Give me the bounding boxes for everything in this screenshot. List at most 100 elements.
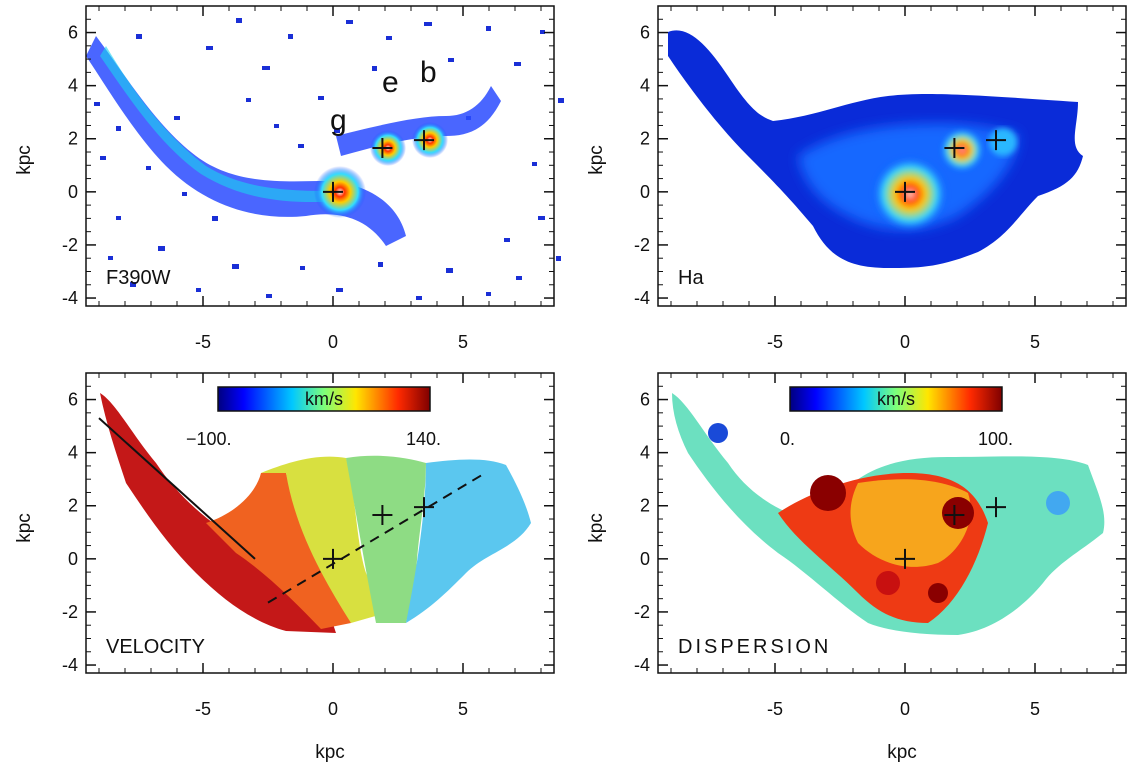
x-tick-label: -5 (195, 332, 211, 352)
ha-knot-3 (989, 128, 1017, 156)
y-tick-label: 6 (68, 390, 78, 410)
dispersion-colorbar-max: 100. (978, 429, 1013, 449)
dispersion-hot-2 (942, 497, 974, 529)
y-tick-label: 0 (640, 549, 650, 569)
dispersion-colorbar-min: 0. (780, 429, 795, 449)
ha-image (668, 30, 1083, 269)
panel-4-xlabel: kpc (887, 742, 917, 763)
knot-label-g: g (330, 104, 347, 137)
y-tick-label: -2 (634, 602, 650, 622)
dispersion-colorbar: km/s 0. 100. (780, 386, 1013, 449)
ha-axes: -4 -2 0 2 4 6 -5 0 5 (634, 5, 1127, 352)
velocity-region-cyan (406, 459, 531, 623)
velocity-colorbar: km/s −100. 140. (186, 386, 441, 449)
x-tick-label: 5 (458, 699, 468, 719)
velocity-region-yellow (261, 456, 386, 623)
panel-dispersion: -4 -2 0 2 4 6 -5 0 5 km/s 0. 100. DISPERSION (634, 372, 1127, 719)
y-tick-label: -4 (62, 655, 78, 675)
ha-panel-label: Ha (678, 267, 704, 289)
y-tick-label: -2 (62, 602, 78, 622)
plot-frame (85, 5, 555, 307)
cross-marker (944, 505, 965, 526)
cross-marker (323, 181, 343, 202)
y-tick-label: 4 (640, 76, 650, 96)
dispersion-image (672, 393, 1105, 635)
x-tick-label: 0 (900, 699, 910, 719)
ha-knot-main (872, 156, 948, 232)
x-tick-label: 0 (328, 332, 338, 352)
y-tick-label: 4 (68, 443, 78, 463)
y-tick-label: -2 (634, 235, 650, 255)
velocity-colorbar-max: 140. (406, 429, 441, 449)
y-tick-label: 4 (640, 443, 650, 463)
panel-3-xlabel: kpc (315, 742, 345, 763)
x-tick-label: 5 (458, 332, 468, 352)
velocity-colorbar-min: −100. (186, 429, 232, 449)
cross-marker (372, 505, 393, 526)
ha-knot-2 (940, 128, 984, 172)
x-tick-label: -5 (767, 699, 783, 719)
knot-label-b: b (420, 56, 437, 89)
velocity-dashed-axis (267, 473, 485, 604)
f390w-panel-label: F390W (106, 267, 171, 289)
y-tick-label: 2 (640, 496, 650, 516)
y-tick-label: 6 (640, 390, 650, 410)
y-tick-label: 6 (640, 23, 650, 43)
panel-3-ylabel: kpc (14, 513, 35, 543)
cross-marker (372, 138, 393, 159)
y-tick-label: 2 (68, 496, 78, 516)
x-tick-label: 5 (1030, 332, 1040, 352)
cross-marker (986, 497, 1006, 518)
dispersion-cool-2 (708, 423, 728, 443)
dispersion-cool-1 (1046, 491, 1070, 515)
dispersion-colorbar-bar (789, 386, 1003, 412)
velocity-colorbar-bar (217, 386, 431, 412)
dispersion-hot-4 (876, 571, 900, 595)
panel-f390w: -4 -2 0 2 4 6 -5 0 5 F390W g e b (62, 5, 564, 352)
panel-1-ylabel: kpc (14, 145, 35, 175)
velocity-region-green (346, 455, 426, 623)
velocity-axes: -4 -2 0 2 4 6 -5 0 5 (62, 372, 555, 719)
knot-label-e: e (382, 66, 399, 99)
panel-velocity: -4 -2 0 2 4 6 -5 0 5 km/s −100. 140. VELOCITY (62, 372, 555, 719)
velocity-solid-axis (98, 417, 256, 560)
plot-frame (657, 372, 1127, 674)
x-tick-label: -5 (195, 699, 211, 719)
y-tick-label: 0 (640, 182, 650, 202)
panel-2-ylabel: kpc (586, 145, 607, 175)
f390w-image (86, 18, 564, 300)
y-tick-label: 2 (68, 129, 78, 149)
y-tick-label: 0 (68, 182, 78, 202)
y-tick-label: -2 (62, 235, 78, 255)
y-tick-label: 6 (68, 23, 78, 43)
x-tick-label: 0 (328, 699, 338, 719)
velocity-region-orange (206, 473, 351, 629)
cross-marker (944, 138, 965, 159)
x-tick-label: 5 (1030, 699, 1040, 719)
dispersion-hot-1 (810, 475, 846, 511)
plot-frame (657, 5, 1127, 307)
dispersion-orange-zone (850, 479, 971, 567)
x-tick-label: 0 (900, 332, 910, 352)
cross-marker (414, 130, 434, 151)
f390w-axes: -4 -2 0 2 4 6 -5 0 5 (62, 5, 555, 352)
dispersion-panel-label: DISPERSION (678, 636, 831, 658)
y-tick-label: 4 (68, 76, 78, 96)
dispersion-axes: -4 -2 0 2 4 6 -5 0 5 (634, 372, 1127, 719)
y-tick-label: -4 (62, 288, 78, 308)
velocity-colorbar-title: km/s (305, 389, 343, 409)
velocity-panel-label: VELOCITY (106, 636, 205, 658)
cross-marker (323, 548, 343, 569)
cross-marker (895, 548, 915, 569)
y-tick-label: -4 (634, 655, 650, 675)
y-tick-label: 2 (640, 129, 650, 149)
y-tick-label: 0 (68, 549, 78, 569)
panel-ha: -4 -2 0 2 4 6 -5 0 5 Ha (634, 5, 1127, 352)
velocity-image (100, 393, 531, 633)
cross-marker (414, 497, 434, 518)
y-tick-label: -4 (634, 288, 650, 308)
plot-frame (85, 372, 555, 674)
cross-marker (986, 130, 1006, 151)
dispersion-hot-3 (928, 583, 948, 603)
